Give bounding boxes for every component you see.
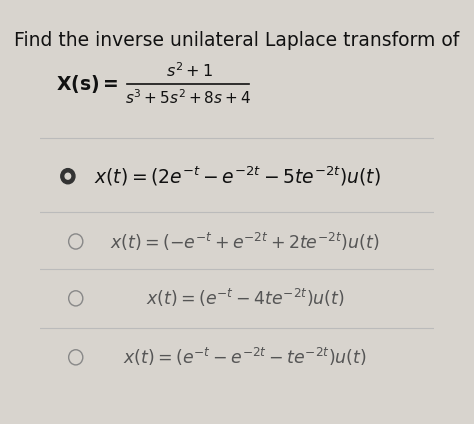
Text: $s^2+1$: $s^2+1$ <box>166 61 213 80</box>
Circle shape <box>65 173 71 179</box>
Circle shape <box>61 169 75 184</box>
Text: $x(t) = \left(e^{-t} - 4te^{-2t}\right) u(t)$: $x(t) = \left(e^{-t} - 4te^{-2t}\right) … <box>146 287 344 310</box>
Text: $x(t) = \left(2e^{-t} - e^{-2t} - 5te^{-2t}\right) u(t)$: $x(t) = \left(2e^{-t} - e^{-2t} - 5te^{-… <box>94 165 380 188</box>
Text: $x(t) = \left(e^{-t} - e^{-2t} - te^{-2t}\right) u(t)$: $x(t) = \left(e^{-t} - e^{-2t} - te^{-2t… <box>123 346 367 368</box>
Text: $x(t) = \left(-e^{-t} + e^{-2t} + 2te^{-2t}\right) u(t)$: $x(t) = \left(-e^{-t} + e^{-2t} + 2te^{-… <box>110 230 380 253</box>
Text: Find the inverse unilateral Laplace transform of: Find the inverse unilateral Laplace tran… <box>14 31 460 50</box>
Text: $\mathbf{X(s) =}$: $\mathbf{X(s) =}$ <box>56 73 118 95</box>
Text: $s^3+5s^2+8s+4$: $s^3+5s^2+8s+4$ <box>125 88 251 107</box>
